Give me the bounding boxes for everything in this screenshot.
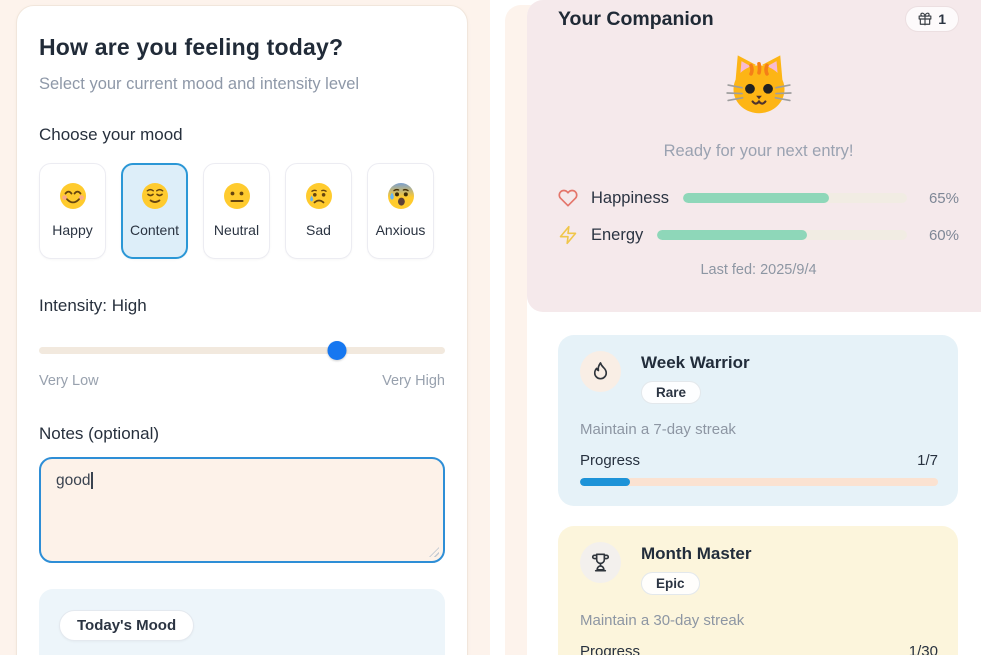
companion-header: Your Companion 1 [558, 6, 959, 32]
mood-button-label: Happy [52, 222, 93, 238]
text-caret [91, 472, 93, 489]
last-fed-text: Last fed: 2025/9/4 [700, 262, 817, 278]
mood-button-label: Sad [306, 222, 331, 238]
happy-face-emoji [59, 183, 86, 209]
companion-avatar [558, 51, 959, 122]
progress-label: Progress [580, 643, 641, 655]
mood-button-label: Neutral [213, 222, 260, 238]
slider-min-label: Very Low [39, 373, 99, 389]
achievement-description: Maintain a 30-day streak [580, 612, 745, 629]
gift-badge[interactable]: 1 [905, 6, 959, 32]
rarity-badge: Epic [641, 572, 700, 595]
energy-bar-fill [657, 230, 808, 240]
achievement-icon-circle [580, 351, 621, 392]
neutral-face-emoji [223, 183, 250, 209]
achievement-card-month-master: Month Master Epic Maintain a 30-day stre… [558, 526, 958, 655]
achievement-header: Month Master Epic [580, 542, 938, 595]
mood-button-neutral[interactable]: Neutral [203, 163, 270, 259]
achievement-progress-row: Progress 1/30 [580, 643, 938, 655]
notes-textarea[interactable]: good [39, 457, 445, 563]
notes-label: Notes (optional) [39, 424, 160, 443]
progress-value: 1/7 [917, 452, 938, 469]
cat-emoji [725, 55, 792, 114]
slider-track[interactable] [39, 347, 445, 354]
achievement-icon-circle [580, 542, 621, 583]
page-subtitle: Select your current mood and intensity l… [39, 75, 360, 93]
happiness-stat-row: Happiness 65% [558, 188, 959, 208]
achievement-header: Week Warrior Rare [580, 351, 938, 404]
achievement-title: Week Warrior [641, 353, 750, 372]
companion-panel: Your Companion 1 [527, 0, 981, 312]
mood-button-content[interactable]: Content [121, 163, 188, 259]
notes-value: good [56, 472, 91, 489]
mood-entry-card: How are you feeling today? Select your c… [16, 5, 468, 655]
bolt-icon [559, 225, 577, 245]
energy-stat-row: Energy 60% [558, 225, 959, 245]
achievement-card-week-warrior: Week Warrior Rare Maintain a 7-day strea… [558, 335, 958, 506]
companion-status: Ready for your next entry! [663, 142, 854, 160]
sad-face-emoji [305, 183, 332, 209]
gift-count: 1 [938, 11, 946, 27]
mood-button-label: Content [129, 222, 180, 238]
energy-label: Energy [591, 225, 644, 244]
content-face-emoji [141, 183, 168, 209]
page-title: How are you feeling today? [39, 34, 344, 60]
companion-card: Your Companion 1 [527, 0, 981, 655]
today-mood-section: Today's Mood [39, 589, 445, 655]
trophy-icon [592, 553, 609, 572]
achievement-title-group: Week Warrior Rare [641, 351, 750, 404]
achievements-list: Week Warrior Rare Maintain a 7-day strea… [527, 312, 981, 655]
mood-button-anxious[interactable]: Anxious [367, 163, 434, 259]
resize-handle-icon[interactable] [429, 547, 439, 557]
slider-max-label: Very High [382, 373, 445, 389]
mood-selector: Happy Content [39, 163, 445, 259]
slider-end-labels: Very Low Very High [39, 373, 445, 389]
achievement-progress-row: Progress 1/7 [580, 452, 938, 469]
energy-percent: 60% [928, 226, 959, 244]
anxious-face-emoji [387, 183, 414, 209]
achievement-progress-bar [580, 478, 938, 486]
heart-icon [558, 189, 578, 207]
mood-button-happy[interactable]: Happy [39, 163, 106, 259]
mood-entry-column: How are you feeling today? Select your c… [0, 0, 490, 655]
happiness-bar-fill [682, 193, 829, 203]
achievement-progress-fill [580, 478, 631, 486]
gift-icon [918, 12, 932, 26]
achievement-title: Month Master [641, 544, 752, 563]
happiness-percent: 65% [928, 189, 959, 207]
progress-label: Progress [580, 452, 641, 469]
rarity-badge: Rare [641, 381, 702, 404]
mood-button-label: Anxious [375, 222, 426, 238]
companion-title: Your Companion [558, 7, 714, 30]
choose-mood-label: Choose your mood [39, 125, 183, 144]
happiness-label: Happiness [591, 188, 669, 207]
intensity-slider[interactable] [39, 341, 445, 360]
today-mood-tab[interactable]: Today's Mood [59, 610, 195, 641]
achievement-description: Maintain a 7-day streak [580, 421, 736, 438]
energy-bar [657, 230, 907, 240]
happiness-bar [682, 193, 907, 203]
mood-button-sad[interactable]: Sad [285, 163, 352, 259]
achievement-title-group: Month Master Epic [641, 542, 752, 595]
intensity-label: Intensity: High [39, 296, 147, 315]
companion-column: Your Companion 1 [505, 0, 981, 655]
companion-stats: Happiness 65% Energy [558, 188, 959, 245]
flame-icon [593, 362, 608, 380]
progress-value: 1/30 [908, 643, 938, 655]
slider-thumb[interactable] [327, 341, 347, 360]
